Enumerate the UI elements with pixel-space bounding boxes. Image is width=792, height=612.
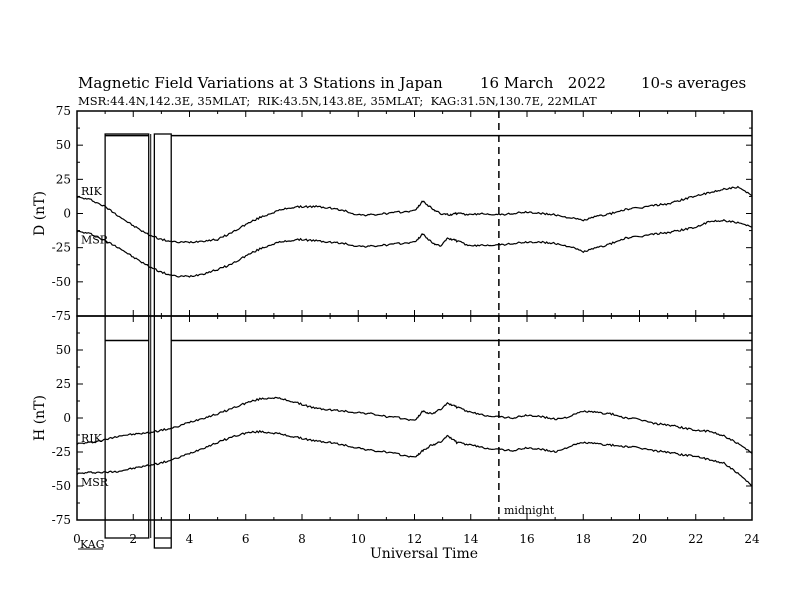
y-tick-label: -50 (52, 275, 71, 289)
kag-label: KAG (80, 538, 105, 551)
x-tick-label: 14 (463, 532, 479, 546)
x-tick-label: 16 (519, 532, 534, 546)
x-tick-label: 22 (688, 532, 703, 546)
x-tick-label: 20 (632, 532, 647, 546)
chart-subtitle: MSR:44.4N,142.3E, 35MLAT; RIK:43.5N,143.… (78, 94, 597, 108)
y-tick-label: 25 (56, 377, 71, 391)
series-label-rik: RIK (81, 185, 103, 198)
x-tick-label: 24 (744, 532, 760, 546)
series-label-rik: RIK (81, 432, 103, 445)
x-tick-label: 2 (129, 532, 137, 546)
x-tick-label: 18 (576, 532, 591, 546)
y-tick-label: 0 (63, 207, 71, 221)
y-tick-label: 50 (56, 343, 71, 357)
y-tick-label: -50 (52, 479, 71, 493)
series-msr-line (76, 429, 753, 487)
chart-date: 16 March 2022 (480, 74, 606, 92)
x-tick-label: 12 (407, 532, 422, 546)
x-tick-label: 6 (242, 532, 250, 546)
series-label-msr: MSR (81, 233, 109, 246)
series-rik-line (76, 396, 753, 454)
panel-d: D (nT) 75 50 25 0 -25 -50 -75 RIK MSR (32, 104, 753, 323)
y-axis-label: D (nT) (32, 191, 48, 236)
chart-title: Magnetic Field Variations at 3 Stations … (78, 74, 443, 92)
x-axis-label: Universal Time (370, 546, 478, 562)
panel-h: H (nT) 50 25 0 -25 -50 -75 RIK MSR (32, 315, 753, 527)
x-tick-label: 4 (186, 532, 194, 546)
y-tick-label: 50 (56, 138, 71, 152)
x-tick-label: 8 (298, 532, 306, 546)
y-tick-label: 25 (56, 172, 71, 186)
chart-averaging: 10-s averages (641, 74, 746, 92)
series-label-msr: MSR (81, 476, 109, 489)
x-tick-label: 0 (73, 532, 81, 546)
y-tick-label: -25 (52, 241, 71, 255)
y-tick-label: 75 (56, 104, 71, 118)
y-tick-label: -75 (52, 309, 71, 323)
series-msr-line (76, 219, 753, 278)
series-rik-line (76, 185, 753, 244)
midnight-label: midnight (504, 504, 555, 517)
x-tick-label: 10 (351, 532, 366, 546)
y-tick-label: -75 (52, 513, 71, 527)
kag-gap-box (104, 133, 150, 539)
y-tick-label: -25 (52, 445, 71, 459)
y-tick-label: 0 (63, 411, 71, 425)
panel-frame (76, 315, 753, 521)
panel-frame (76, 110, 753, 317)
y-axis-label: H (nT) (32, 395, 48, 441)
kag-gap-box (153, 133, 172, 549)
